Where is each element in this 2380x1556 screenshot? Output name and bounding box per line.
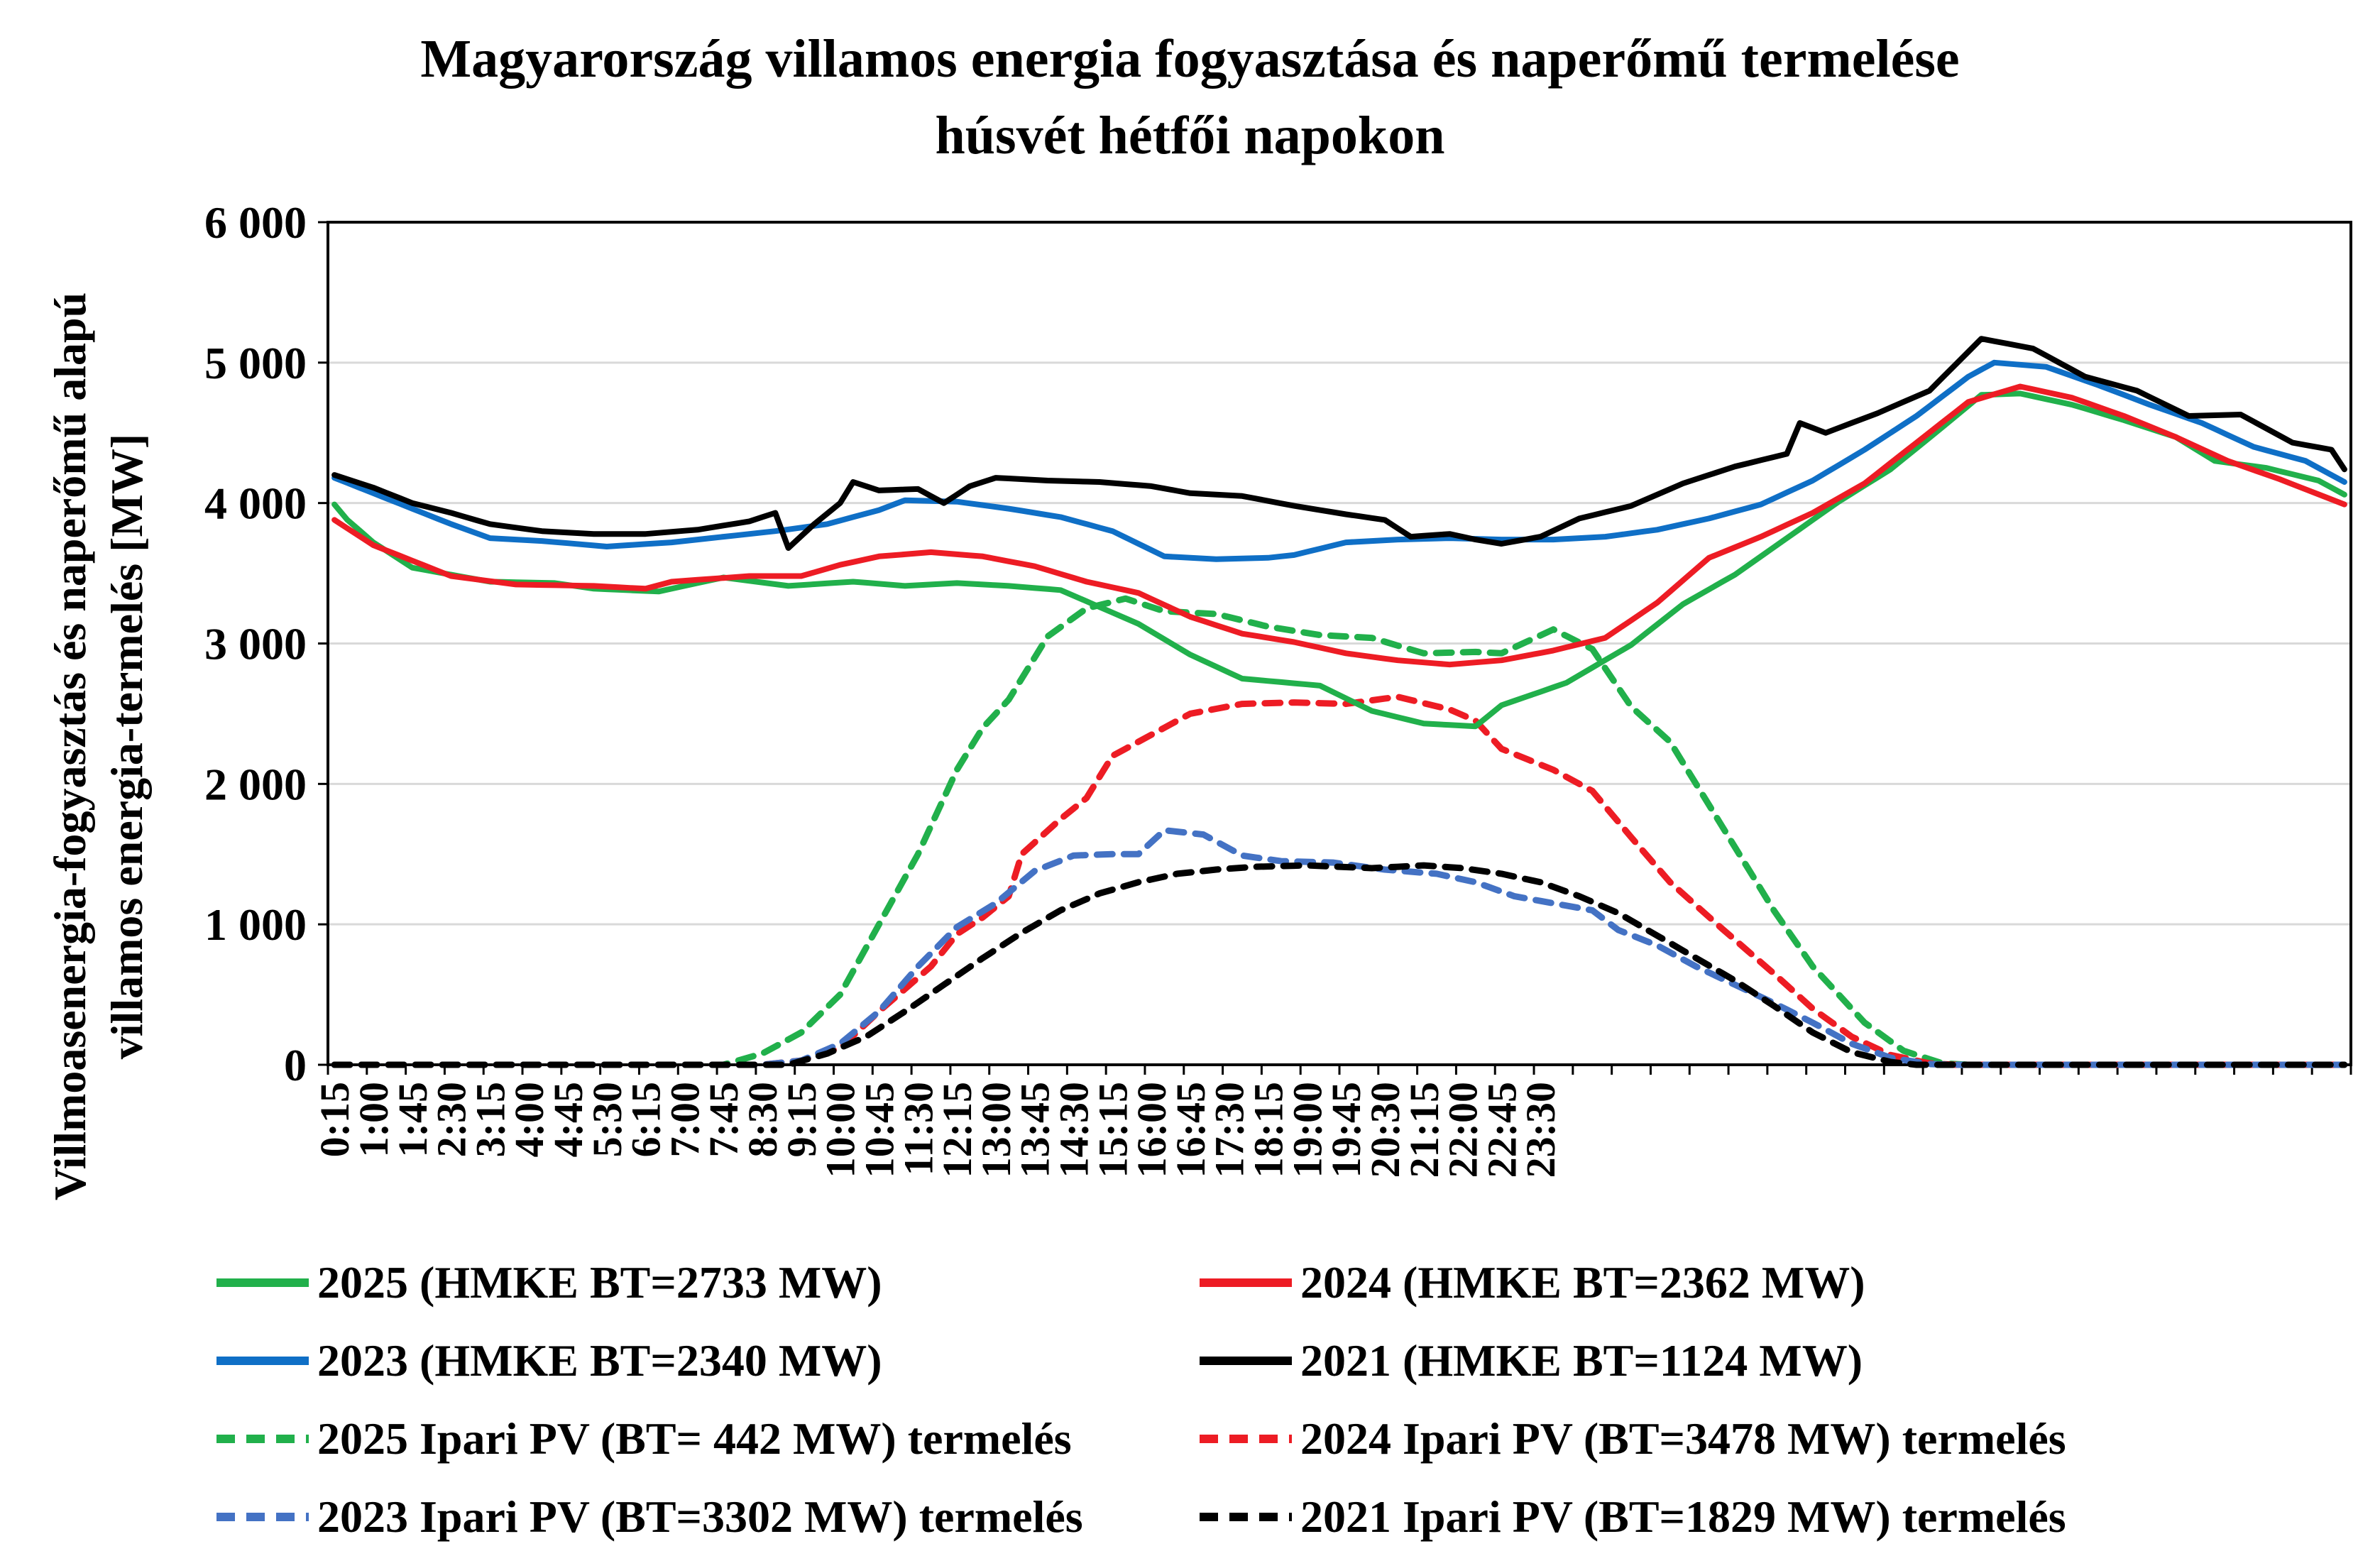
- x-tick-label: 21:15: [1401, 1082, 1447, 1178]
- series-line-0: [331, 390, 2347, 730]
- x-tick-label: 6:15: [623, 1082, 669, 1157]
- legend-item: 2023 Ipari PV (BT=3302 MW) termelés: [216, 1478, 1083, 1556]
- legend-swatch: [1200, 1278, 1292, 1287]
- legend-swatch: [1200, 1435, 1292, 1443]
- series-line-5: [331, 694, 2348, 1068]
- y-tick-label: 5 000: [204, 338, 307, 388]
- x-tick-label: 10:00: [818, 1082, 864, 1178]
- legend-label: 2025 (HMKE BT=2733 MW): [317, 1257, 882, 1308]
- x-tick-label: 19:00: [1284, 1082, 1330, 1178]
- legend-label: 2024 (HMKE BT=2362 MW): [1300, 1257, 1865, 1308]
- legend-item: 2024 (HMKE BT=2362 MW): [1200, 1244, 1865, 1322]
- chart-title-line1: Magyarország villamos energia fogyasztás…: [420, 29, 1960, 89]
- x-tick-label: 9:15: [779, 1082, 825, 1157]
- x-tick-label: 22:00: [1440, 1082, 1486, 1178]
- x-tick-label: 11:30: [895, 1082, 941, 1176]
- y-tick-label: 3 000: [204, 619, 307, 669]
- legend-swatch: [1200, 1357, 1292, 1365]
- legend-label: 2021 Ipari PV (BT=1829 MW) termelés: [1300, 1491, 2066, 1542]
- legend-item: 2021 Ipari PV (BT=1829 MW) termelés: [1200, 1478, 2066, 1556]
- y-axis-title: villamos energia-termelés [MW]: [102, 434, 152, 1059]
- series-line-7: [331, 862, 2348, 1068]
- series-line-1: [331, 383, 2347, 668]
- legend-swatch: [216, 1278, 309, 1287]
- x-tick-label: 18:15: [1246, 1082, 1292, 1178]
- legend: 2025 (HMKE BT=2733 MW) 2024 (HMKE BT=2362…: [216, 1244, 2346, 1542]
- x-tick-label: 4:45: [545, 1082, 591, 1157]
- x-tick-label: 0:15: [312, 1082, 358, 1157]
- legend-swatch: [216, 1357, 309, 1365]
- x-tick-label: 2:30: [429, 1082, 475, 1157]
- x-tick-label: 1:45: [390, 1082, 436, 1157]
- x-tick-label: 16:45: [1168, 1082, 1214, 1178]
- chart-title-line2: húsvét hétfői napokon: [935, 106, 1445, 165]
- x-tick-label: 8:30: [740, 1082, 786, 1157]
- x-tick-label: 4:00: [506, 1082, 552, 1157]
- x-tick-label: 19:45: [1323, 1082, 1369, 1178]
- x-tick-label: 5:30: [584, 1082, 630, 1157]
- legend-label: 2023 (HMKE BT=2340 MW): [317, 1335, 882, 1386]
- legend-swatch: [216, 1435, 309, 1443]
- x-tick-label: 23:30: [1518, 1082, 1564, 1178]
- legend-label: 2025 Ipari PV (BT= 442 MW) termelés: [317, 1413, 1072, 1464]
- series-line-2: [331, 359, 2347, 562]
- legend-item: 2021 (HMKE BT=1124 MW): [1200, 1322, 1863, 1400]
- x-tick-label: 13:00: [973, 1082, 1019, 1178]
- x-tick-label: 7:00: [662, 1082, 708, 1157]
- legend-swatch: [216, 1513, 309, 1521]
- y-axis-title: Villmoasenergia-fogyasztás és naperőmű a…: [45, 292, 95, 1200]
- y-tick-label: 2 000: [204, 759, 307, 809]
- legend-item: 2023 (HMKE BT=2340 MW): [216, 1322, 882, 1400]
- y-tick-label: 0: [284, 1040, 307, 1090]
- x-tick-label: 14:30: [1051, 1082, 1097, 1178]
- x-tick-label: 13:45: [1012, 1082, 1058, 1178]
- x-tick-label: 7:45: [701, 1082, 747, 1157]
- x-tick-label: 22:45: [1479, 1082, 1525, 1178]
- series-line-4: [331, 595, 2348, 1068]
- legend-label: 2023 Ipari PV (BT=3302 MW) termelés: [317, 1491, 1083, 1542]
- y-tick-label: 6 000: [204, 197, 307, 248]
- y-tick-label: 1 000: [204, 899, 307, 950]
- legend-item: 2025 (HMKE BT=2733 MW): [216, 1244, 882, 1322]
- x-tick-label: 15:15: [1090, 1082, 1136, 1178]
- x-tick-label: 20:30: [1362, 1082, 1408, 1178]
- x-tick-label: 10:45: [856, 1082, 902, 1178]
- legend-swatch: [1200, 1513, 1292, 1521]
- series-line-3: [331, 336, 2347, 551]
- legend-label: 2021 (HMKE BT=1124 MW): [1300, 1335, 1863, 1386]
- legend-item: 2024 Ipari PV (BT=3478 MW) termelés: [1200, 1400, 2066, 1478]
- x-tick-label: 12:15: [934, 1082, 980, 1178]
- y-tick-label: 4 000: [204, 478, 307, 529]
- x-tick-label: 1:00: [351, 1082, 397, 1157]
- legend-label: 2024 Ipari PV (BT=3478 MW) termelés: [1300, 1413, 2066, 1464]
- x-tick-label: 17:30: [1207, 1082, 1253, 1178]
- x-tick-label: 16:00: [1129, 1082, 1175, 1178]
- x-tick-label: 3:15: [467, 1082, 513, 1157]
- legend-item: 2025 Ipari PV (BT= 442 MW) termelés: [216, 1400, 1072, 1478]
